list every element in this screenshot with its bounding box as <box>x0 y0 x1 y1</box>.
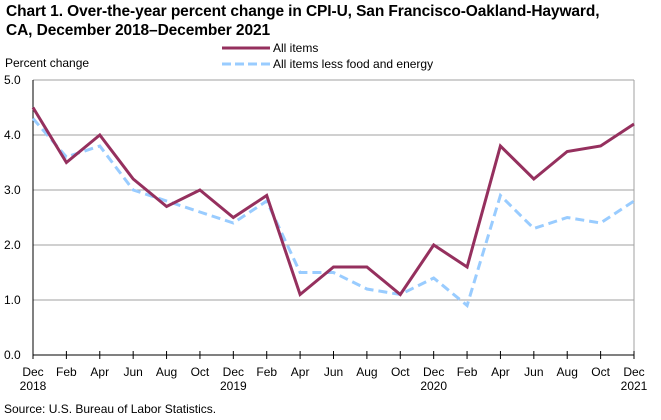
y-tick-label: 3.0 <box>4 183 21 197</box>
chart-title-line-2: CA, December 2018–December 2021 <box>6 22 271 39</box>
legend-label: All items <box>273 41 318 55</box>
y-tick-label: 5.0 <box>4 73 21 87</box>
x-tick-label: Oct <box>591 365 610 379</box>
x-tick-label: Apr <box>90 365 109 379</box>
x-tick-label: Feb <box>457 365 478 379</box>
x-tick-year-label: 2020 <box>420 379 447 393</box>
x-tick-label: Feb <box>256 365 277 379</box>
source-note: Source: U.S. Bureau of Labor Statistics. <box>4 402 217 416</box>
x-tick-year-label: 2018 <box>20 379 47 393</box>
y-tick-label: 4.0 <box>4 128 21 142</box>
x-tick-label: Apr <box>491 365 510 379</box>
x-tick-label: Oct <box>391 365 410 379</box>
x-tick-year-label: 2019 <box>220 379 247 393</box>
legend-label: All items less food and energy <box>273 57 433 71</box>
x-tick-label: Aug <box>356 365 377 379</box>
x-tick-label: Dec <box>22 365 43 379</box>
x-tick-label: Apr <box>291 365 310 379</box>
legend: All items All items less food and energy <box>222 41 433 71</box>
chart-title: Chart 1. Over-the-year percent change in… <box>6 2 600 40</box>
x-tick-label: Dec <box>423 365 444 379</box>
x-tick-label: Dec <box>223 365 244 379</box>
series-line-all-items <box>31 106 635 298</box>
x-tick-label: Jun <box>123 365 142 379</box>
y-axis-label: Percent change <box>5 56 89 70</box>
x-tick-label: Oct <box>191 365 210 379</box>
chart-title-line-1: Chart 1. Over-the-year percent change in… <box>6 3 600 20</box>
x-tick-label: Jun <box>524 365 543 379</box>
x-tick-label: Feb <box>56 365 77 379</box>
y-tick-label: 2.0 <box>4 238 21 252</box>
x-tick-label: Jun <box>324 365 343 379</box>
y-tick-label: 1.0 <box>4 293 21 307</box>
x-tick-year-label: 2021 <box>621 379 648 393</box>
x-tick-label: Dec <box>623 365 644 379</box>
x-tick-label: Aug <box>156 365 177 379</box>
series-line-core <box>31 117 635 309</box>
x-tick-label: Aug <box>557 365 578 379</box>
y-tick-label: 0.0 <box>4 348 21 362</box>
